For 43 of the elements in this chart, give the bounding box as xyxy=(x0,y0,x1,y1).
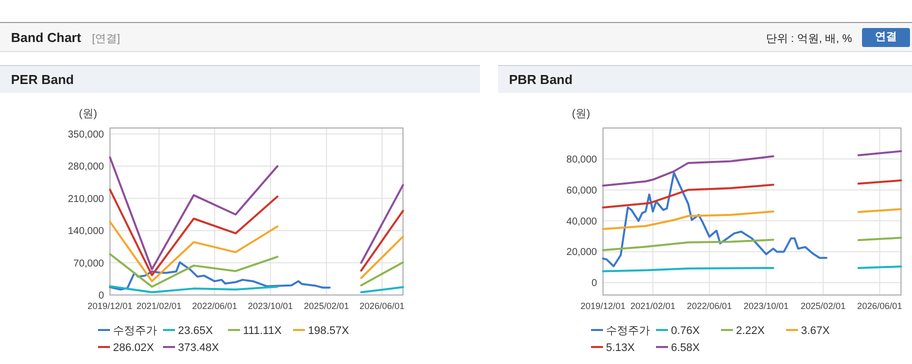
x-tick-label: 2021/02/01 xyxy=(136,301,182,311)
legend-label: 3.67X xyxy=(801,325,830,337)
legend-label: 6.58X xyxy=(671,342,700,354)
y-tick-label: 140,000 xyxy=(68,226,104,238)
legend-label: 111.11X xyxy=(243,325,282,337)
x-tick-label: 2019/12/01 xyxy=(580,301,626,311)
y-tick-label: 70,000 xyxy=(73,258,104,270)
y-tick-label: 40,000 xyxy=(566,216,598,228)
x-tick-label: 2025/02/01 xyxy=(304,301,349,311)
legend-label: 5.13X xyxy=(606,342,636,354)
legend-label: 수정주가 xyxy=(113,325,157,337)
legend-label: 0.76X xyxy=(671,325,700,337)
y-tick-label: 20,000 xyxy=(566,247,598,258)
legend-label: 198.57X xyxy=(308,325,350,337)
text: Band Chart xyxy=(11,30,82,45)
y-tick-label: 280,000 xyxy=(68,162,104,173)
chart-title: PER Band xyxy=(11,72,74,87)
legend-label: 23.65X xyxy=(178,325,214,337)
y-axis-title: (원) xyxy=(78,108,98,120)
x-tick-label: 2023/10/01 xyxy=(744,301,789,311)
chart-title: PBR Band xyxy=(509,72,573,87)
y-tick-label: 210,000 xyxy=(68,194,104,205)
legend-label: 286.02X xyxy=(113,342,155,354)
y-tick-label: 0 xyxy=(591,278,598,290)
y-axis-title: (원) xyxy=(572,108,590,120)
x-tick-label: 2026/06/01 xyxy=(857,301,902,311)
legend-label: 2.22X xyxy=(736,325,766,337)
x-tick-label: 2022/06/01 xyxy=(192,301,238,311)
legend-label: 수정주가 xyxy=(606,325,650,337)
text: 단위 : 억원, 배, % xyxy=(766,32,852,46)
text: 연결 xyxy=(862,28,910,47)
x-tick-label: 2025/02/01 xyxy=(800,301,846,311)
x-tick-label: 2021/02/01 xyxy=(630,301,676,311)
x-tick-label: 2026/06/01 xyxy=(360,301,405,311)
legend-label: 373.48X xyxy=(178,342,220,354)
y-tick-label: 60,000 xyxy=(566,185,598,196)
y-tick-label: 0 xyxy=(98,290,104,302)
x-tick-label: 2023/10/01 xyxy=(248,301,293,311)
y-tick-label: 80,000 xyxy=(566,154,598,166)
text: [연결] xyxy=(92,32,120,46)
y-tick-label: 350,000 xyxy=(68,129,104,140)
x-tick-label: 2022/06/01 xyxy=(686,301,732,311)
x-tick-label: 2019/12/01 xyxy=(87,301,133,311)
